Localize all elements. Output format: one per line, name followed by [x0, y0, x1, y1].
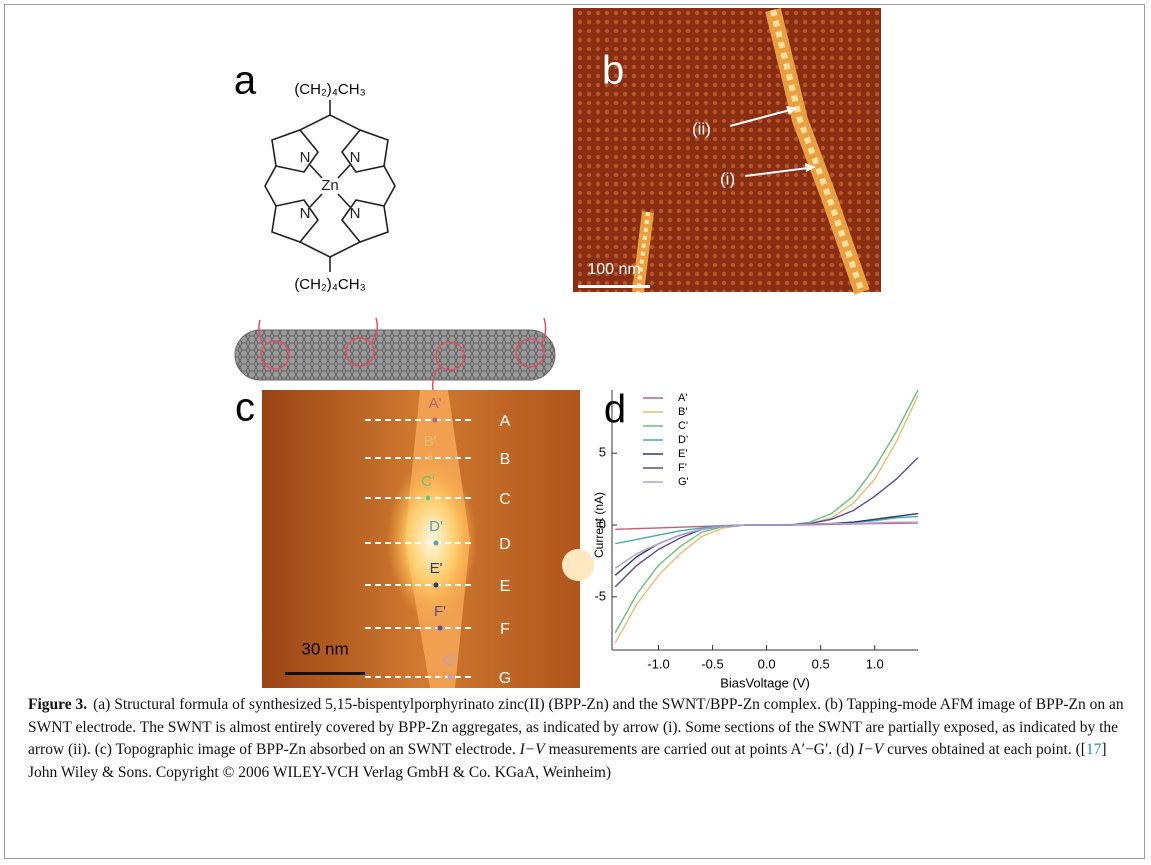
caption-text: curves obtained at each point. ([ [883, 741, 1086, 758]
atom-label: N [350, 205, 361, 222]
line-label: A [500, 413, 511, 430]
atom-label: Zn [321, 177, 339, 194]
scale-label: 100 nm [587, 261, 640, 278]
y-tick-label: 0 [599, 516, 606, 531]
x-axis-label: BiasVoltage (V) [720, 675, 810, 690]
data-line [615, 458, 918, 587]
point-label: E' [430, 560, 443, 577]
x-tick-label: 0.5 [812, 656, 830, 671]
line-label: F [500, 621, 510, 638]
point-label: C' [421, 473, 435, 490]
data-line [615, 522, 918, 568]
data-line [615, 523, 918, 529]
nanotube [235, 318, 555, 394]
line-label: E [500, 578, 511, 595]
legend-label: E' [678, 448, 687, 460]
caption-text: I−V [858, 741, 883, 758]
line-label: C [499, 491, 511, 508]
legend-label: F' [678, 462, 687, 474]
legend-label: A' [678, 392, 687, 404]
legend-label: B' [678, 406, 687, 418]
point [434, 583, 439, 588]
x-tick-label: 0.0 [758, 656, 776, 671]
reference-link[interactable]: 17 [1086, 741, 1102, 758]
line-label: G [499, 670, 511, 687]
legend-label: C' [678, 420, 688, 432]
panel-label: a [234, 59, 257, 103]
legend-label: D' [678, 434, 688, 446]
legend-label: G' [678, 476, 689, 488]
substituent: (CH₂)₄CH₃ [294, 276, 365, 293]
point-label: G' [443, 652, 458, 669]
point-label: A' [429, 395, 442, 412]
line-label: B [500, 451, 511, 468]
x-tick-label: -0.5 [701, 656, 723, 671]
point [428, 456, 433, 461]
caption-text: I−V [520, 741, 545, 758]
caption-label: Figure 3. [28, 696, 87, 713]
scale-bar [578, 285, 650, 288]
point [448, 675, 453, 680]
y-tick-label: -5 [594, 588, 606, 603]
panel-label: b [602, 49, 624, 93]
panel-label: d [604, 388, 626, 432]
atom-label: N [300, 149, 311, 166]
point-label: B' [424, 433, 437, 450]
point-label: F' [434, 603, 446, 620]
atom-label: N [300, 205, 311, 222]
page: a (CH₂)₄CH₃ (CH₂)₄CH₃ N N Zn N N b (ii) … [0, 0, 1151, 865]
x-tick-label: -1.0 [647, 656, 669, 671]
point [426, 496, 431, 501]
caption-text: measurements are carried out at points A… [545, 741, 858, 758]
data-line [615, 516, 918, 543]
figure: a (CH₂)₄CH₃ (CH₂)₄CH₃ N N Zn N N b (ii) … [0, 0, 1151, 690]
caption: Figure 3.(a) Structural formula of synth… [28, 694, 1128, 784]
scale-label: 30 nm [301, 639, 348, 658]
point [433, 418, 438, 423]
line-label: D [499, 536, 511, 553]
point-label: D' [429, 518, 443, 535]
y-tick-label: 5 [599, 445, 606, 460]
annotation: (ii) [692, 119, 711, 138]
annotation: (i) [720, 169, 735, 188]
panel-label: c [235, 386, 255, 430]
scale-bar [285, 672, 365, 675]
x-tick-label: 1.0 [866, 656, 884, 671]
substituent: (CH₂)₄CH₃ [294, 81, 365, 98]
point [434, 541, 439, 546]
atom-label: N [350, 149, 361, 166]
point [438, 626, 443, 631]
